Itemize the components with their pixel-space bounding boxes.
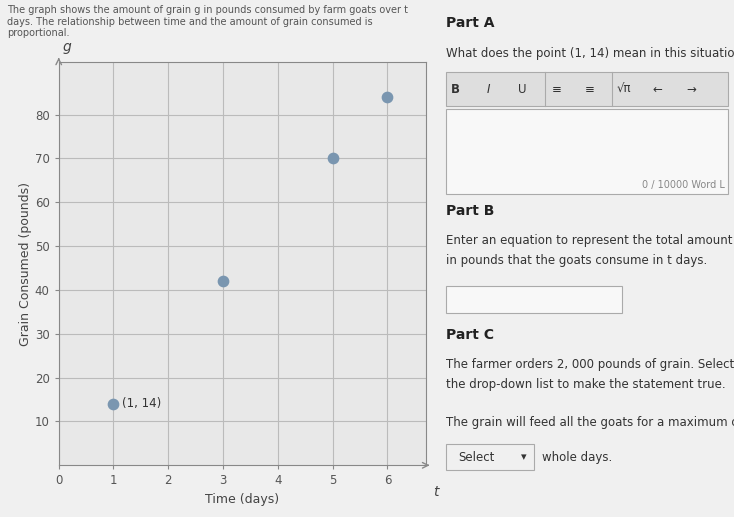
Text: Part A: Part A [446,16,495,29]
Text: U: U [518,83,527,96]
Text: in pounds that the goats consume in t days.: in pounds that the goats consume in t da… [446,254,708,267]
Text: 0 / 10000 Word L: 0 / 10000 Word L [642,180,725,190]
Text: →: → [686,83,697,96]
Text: What does the point (1, 14) mean in this situation?: What does the point (1, 14) mean in this… [446,47,734,59]
X-axis label: Time (days): Time (days) [206,493,279,506]
Text: B: B [451,83,459,96]
FancyBboxPatch shape [446,444,534,470]
Text: The farmer orders 2, 000 pounds of grain. Select fro: The farmer orders 2, 000 pounds of grain… [446,358,734,371]
Text: Enter an equation to represent the total amount of g: Enter an equation to represent the total… [446,234,734,247]
Text: I: I [487,83,490,96]
Text: whole days.: whole days. [542,450,612,464]
Text: t: t [433,485,438,499]
Point [108,400,120,408]
Y-axis label: Grain Consumed (pounds): Grain Consumed (pounds) [19,181,32,346]
Text: √π: √π [617,83,631,96]
Point [217,277,229,285]
Text: ←: ← [653,83,663,96]
FancyBboxPatch shape [446,109,728,194]
Text: g: g [62,40,71,54]
Text: The graph shows the amount of grain g in pounds consumed by farm goats over t
da: The graph shows the amount of grain g in… [7,5,408,38]
Text: (1, 14): (1, 14) [122,398,161,410]
Point [382,93,393,101]
Text: The grain will feed all the goats for a maximum of: The grain will feed all the goats for a … [446,416,734,429]
Text: ≡: ≡ [585,83,595,96]
Text: Select: Select [458,450,495,464]
Text: ≡: ≡ [551,83,562,96]
FancyBboxPatch shape [446,72,728,106]
FancyBboxPatch shape [446,286,622,313]
Text: ▾: ▾ [521,452,527,462]
Text: Part B: Part B [446,204,495,218]
Point [327,155,338,163]
Text: the drop-down list to make the statement true.: the drop-down list to make the statement… [446,378,726,391]
Text: Part C: Part C [446,328,494,342]
